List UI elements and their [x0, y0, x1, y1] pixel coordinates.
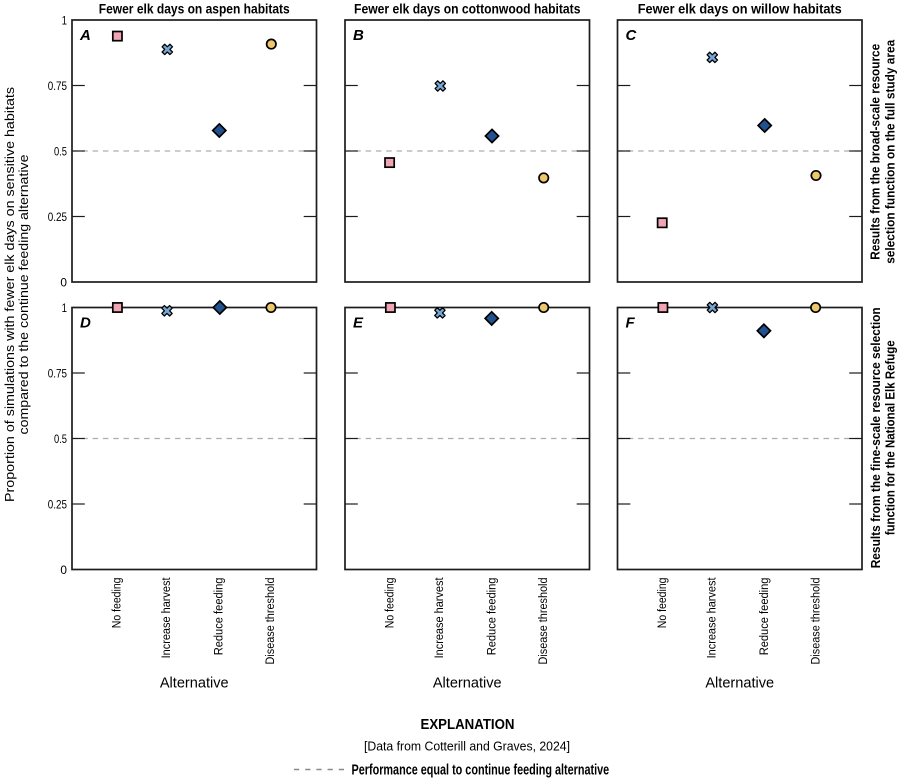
svg-text:Proportion of simulations with: Proportion of simulations with fewer elk…	[2, 86, 17, 502]
svg-text:Increase harvest: Increase harvest	[434, 577, 446, 659]
svg-text:No feeding: No feeding	[111, 578, 123, 629]
svg-text:Alternative: Alternative	[160, 676, 229, 692]
svg-text:[Data from Cotterill and Grave: [Data from Cotterill and Graves, 2024]	[364, 739, 570, 754]
svg-text:F: F	[626, 315, 636, 332]
svg-text:0.5: 0.5	[54, 145, 67, 159]
svg-text:E: E	[353, 315, 364, 332]
svg-text:Reduce feeding: Reduce feeding	[214, 578, 226, 656]
svg-text:Performance equal to continue: Performance equal to continue feeding al…	[352, 763, 610, 779]
svg-text:C: C	[626, 27, 638, 44]
svg-text:Results from the broad-scale r: Results from the broad-scale resource	[867, 44, 882, 260]
svg-text:compared to the continue feedi: compared to the continue feeding alterna…	[16, 155, 31, 435]
svg-text:Reduce feeding: Reduce feeding	[759, 578, 771, 656]
svg-text:Disease threshold: Disease threshold	[810, 578, 822, 665]
svg-text:Fewer elk days on aspen habita: Fewer elk days on aspen habitats	[99, 0, 290, 16]
svg-text:A: A	[79, 27, 91, 44]
svg-text:Increase harvest: Increase harvest	[707, 577, 719, 659]
svg-text:No feeding: No feeding	[384, 578, 396, 629]
svg-text:Results from the fine-scale re: Results from the fine-scale resource sel…	[868, 307, 883, 568]
svg-text:Increase harvest: Increase harvest	[161, 577, 173, 659]
svg-text:Reduce feeding: Reduce feeding	[487, 578, 499, 656]
svg-text:No feeding: No feeding	[657, 578, 669, 629]
svg-text:D: D	[80, 315, 91, 332]
svg-text:B: B	[353, 27, 364, 44]
svg-text:EXPLANATION: EXPLANATION	[421, 717, 515, 733]
svg-text:Alternative: Alternative	[433, 676, 502, 692]
svg-text:0: 0	[60, 563, 67, 577]
svg-text:1: 1	[62, 14, 68, 28]
svg-text:0: 0	[60, 276, 67, 290]
svg-text:0.75: 0.75	[48, 367, 67, 381]
svg-text:Fewer elk days on cottonwood h: Fewer elk days on cottonwood habitats	[354, 0, 581, 16]
svg-text:0.5: 0.5	[54, 432, 67, 446]
svg-text:function for the National Elk: function for the National Elk Refuge	[883, 340, 898, 535]
svg-text:Disease threshold: Disease threshold	[265, 578, 277, 665]
svg-text:selection function on the full: selection function on the full study are…	[883, 39, 898, 264]
svg-text:Fewer elk days on willow habit: Fewer elk days on willow habitats	[638, 0, 842, 16]
svg-text:Disease threshold: Disease threshold	[538, 578, 550, 665]
svg-text:0.75: 0.75	[48, 79, 67, 93]
svg-text:1: 1	[62, 301, 68, 315]
svg-text:0.25: 0.25	[48, 498, 67, 512]
svg-text:0.25: 0.25	[48, 210, 67, 224]
svg-text:Alternative: Alternative	[705, 676, 774, 692]
